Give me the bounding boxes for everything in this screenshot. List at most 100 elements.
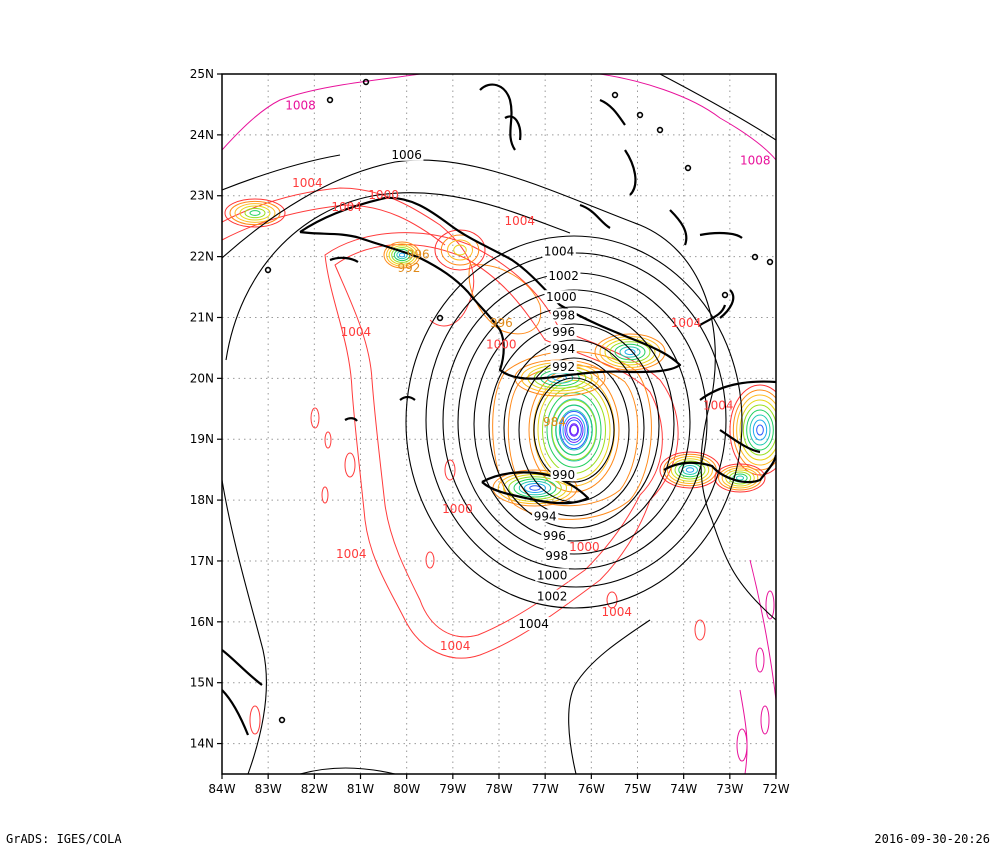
isobar-line [659, 74, 776, 141]
contour-labels: 1006100410021000998996994992990994996998… [285, 98, 770, 653]
precip-contour [736, 728, 748, 762]
contour-label: 1000 [569, 540, 600, 554]
precip-contour [694, 619, 706, 641]
footer-timestamp: 2016-09-30-20:26 [874, 832, 990, 846]
contour-label: 1004 [505, 214, 536, 228]
precip-contour [564, 417, 584, 443]
contour-label-bg [389, 147, 424, 161]
y-tick-label: 16N [190, 615, 214, 629]
islet [278, 716, 286, 724]
precip-contour [344, 452, 356, 478]
precip-contour [551, 399, 597, 461]
precip-contour [604, 338, 656, 366]
islet [656, 126, 664, 134]
contour-label-bg [532, 509, 559, 523]
y-axis-ticks: 14N 15N 16N 17N 18N 19N 20N 21N 22N 23N 24N 25N [190, 67, 222, 751]
x-tick-label: 79W [439, 782, 466, 796]
coastline-segment [329, 256, 359, 263]
precip-contour [736, 394, 776, 466]
x-tick-label: 76W [578, 782, 605, 796]
contour-label-bg [535, 589, 569, 603]
isobar-line [425, 252, 727, 588]
precip-contour [524, 483, 546, 493]
contour-label: 1004 [341, 325, 372, 339]
precip-contour [558, 409, 590, 451]
contour-label: 990 [552, 468, 575, 482]
precip-contour [619, 346, 641, 358]
y-tick-label: 25N [190, 67, 214, 81]
precip-contour [513, 478, 557, 498]
contour-label-bg [543, 548, 570, 562]
contour-label: 984 [543, 415, 566, 429]
precip-contour [310, 407, 320, 429]
isobar-contours [222, 74, 776, 774]
contour-label-bg [546, 268, 581, 282]
precip-contour [529, 485, 541, 491]
precip-contour [222, 74, 421, 151]
precip-contour [739, 399, 776, 461]
x-tick-label: 80W [393, 782, 420, 796]
contour-label: 1004 [292, 176, 323, 190]
coastline-segment [504, 115, 522, 141]
precip-contour [234, 203, 276, 223]
contour-label: 1000 [442, 502, 473, 516]
isobar-line [488, 323, 660, 529]
precip-contour [674, 460, 706, 480]
contour-label: 996 [552, 325, 575, 339]
contour-label-bg [550, 360, 577, 374]
isobar-line [405, 235, 743, 609]
isobar-line [222, 154, 341, 191]
precip-contour [447, 239, 473, 261]
coastline-segment [579, 203, 611, 229]
precip-contour [546, 392, 602, 468]
precip-contour [685, 467, 695, 473]
precip-contour [222, 187, 475, 327]
coastline-segment [719, 289, 735, 319]
isobar-line [222, 159, 776, 621]
contour-label: 996 [407, 248, 430, 262]
contour-label-bg [550, 324, 577, 338]
islet [264, 266, 272, 274]
isobar-line [568, 619, 651, 774]
contour-label: 1002 [548, 269, 579, 283]
coastline-segment [481, 471, 590, 505]
coastline-segment [299, 196, 682, 380]
precip-contour [739, 689, 748, 774]
precip-contour [398, 252, 406, 258]
precip-contour [244, 207, 266, 219]
coastline-segment [222, 689, 250, 736]
contour-label-bg [542, 244, 576, 258]
islet [436, 314, 444, 322]
y-tick-label: 14N [190, 737, 214, 751]
x-tick-label: 83W [255, 782, 282, 796]
contour-label: 1000 [486, 338, 517, 352]
precip-contour [746, 409, 774, 451]
x-tick-label: 82W [301, 782, 328, 796]
precip-contour [756, 424, 764, 436]
contour-label: 1004 [601, 605, 632, 619]
precip-contour [321, 486, 329, 504]
isobar-line [533, 377, 615, 483]
precip-contour [224, 198, 286, 228]
precip-contour [383, 241, 421, 269]
contour-label: 1004 [331, 200, 362, 214]
islet [766, 258, 774, 266]
islet [362, 78, 370, 86]
precip-contour [729, 384, 776, 476]
precip-contour [735, 475, 745, 481]
contour-label: 994 [552, 342, 575, 356]
contour-label-bg [535, 568, 569, 582]
precip-contour [324, 431, 332, 449]
islet [721, 291, 729, 299]
contour-label: 996 [490, 316, 513, 330]
contour-label: 1008 [740, 153, 771, 167]
precip-contour [560, 410, 588, 450]
precip-contour [334, 244, 663, 638]
precip-contour [765, 590, 775, 620]
islet [326, 96, 334, 104]
y-tick-label: 20N [190, 371, 214, 385]
precip-contour [755, 647, 765, 673]
coastline-segment [624, 149, 637, 196]
precip-contour [760, 705, 770, 735]
contour-label-bg [516, 617, 551, 631]
